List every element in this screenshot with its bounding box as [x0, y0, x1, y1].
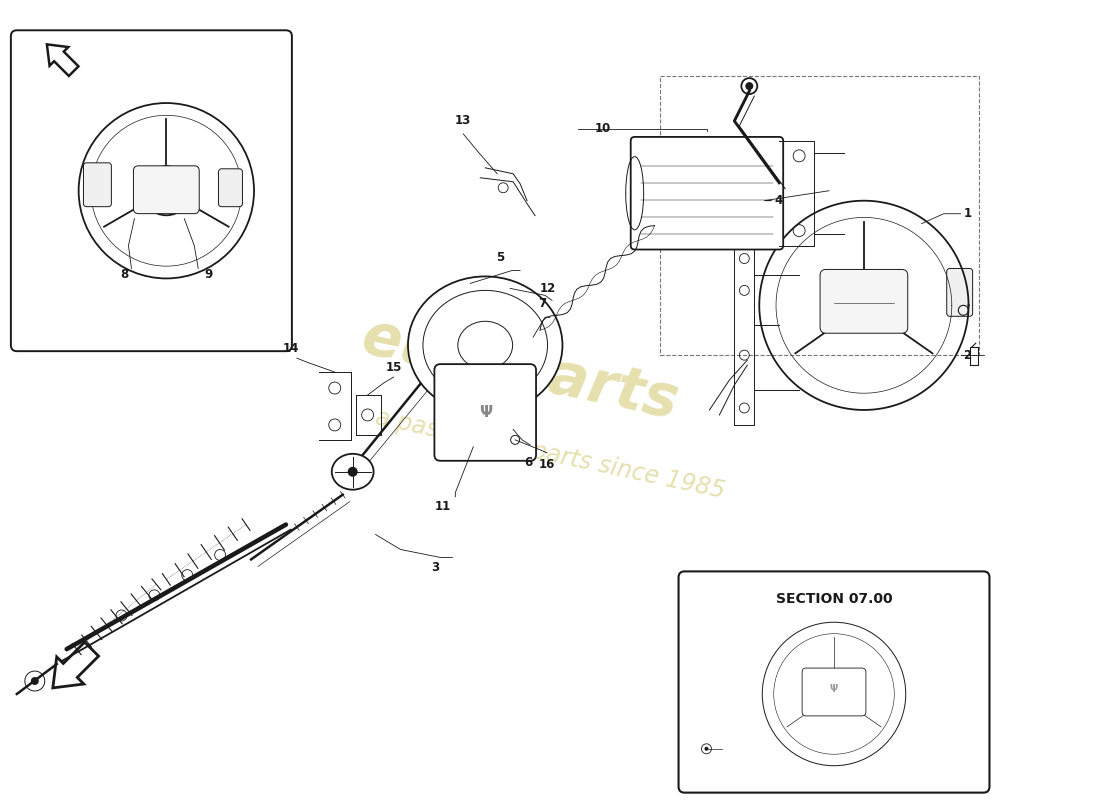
Text: 3: 3	[431, 561, 440, 574]
Ellipse shape	[422, 290, 548, 400]
FancyBboxPatch shape	[84, 163, 111, 206]
Text: 9: 9	[205, 269, 212, 282]
Ellipse shape	[408, 277, 562, 414]
Text: 10: 10	[595, 122, 612, 135]
Text: 8: 8	[120, 269, 129, 282]
Text: Ψ: Ψ	[829, 684, 838, 694]
Text: 2: 2	[964, 349, 971, 362]
FancyBboxPatch shape	[630, 137, 783, 250]
Text: 13: 13	[455, 114, 472, 127]
Text: 12: 12	[540, 282, 557, 295]
FancyBboxPatch shape	[947, 269, 972, 316]
Text: 14: 14	[283, 342, 299, 354]
Circle shape	[704, 746, 708, 750]
Text: europarts: europarts	[356, 309, 684, 431]
Text: 6: 6	[524, 456, 532, 470]
Text: 11: 11	[434, 500, 451, 513]
Ellipse shape	[332, 454, 374, 490]
FancyBboxPatch shape	[679, 571, 990, 793]
Circle shape	[31, 677, 38, 685]
Text: 15: 15	[385, 361, 402, 374]
Text: Ψ: Ψ	[478, 405, 492, 420]
FancyBboxPatch shape	[434, 364, 536, 461]
FancyBboxPatch shape	[821, 270, 908, 334]
Ellipse shape	[458, 322, 513, 369]
Text: 4: 4	[774, 194, 782, 207]
FancyBboxPatch shape	[219, 169, 242, 206]
Text: 16: 16	[539, 458, 556, 471]
FancyBboxPatch shape	[11, 30, 292, 351]
Text: 5: 5	[496, 251, 504, 264]
Text: a passion for parts since 1985: a passion for parts since 1985	[373, 406, 727, 504]
Text: 1: 1	[964, 207, 971, 220]
FancyBboxPatch shape	[133, 166, 199, 214]
Text: SECTION 07.00: SECTION 07.00	[776, 592, 892, 606]
Text: 7: 7	[538, 297, 546, 310]
FancyBboxPatch shape	[802, 668, 866, 716]
Circle shape	[746, 82, 754, 90]
Circle shape	[348, 466, 358, 477]
